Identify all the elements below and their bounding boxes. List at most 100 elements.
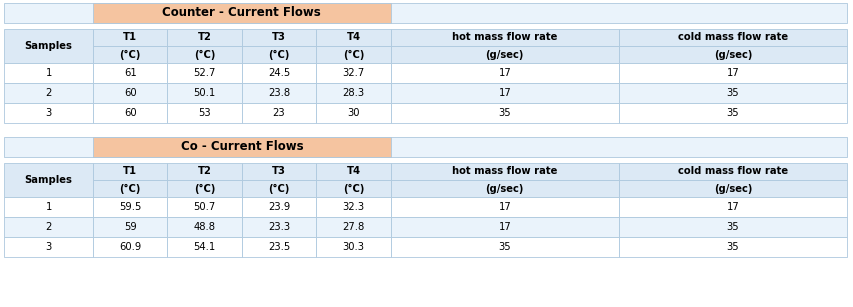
Bar [316, 103, 390, 123]
Text: Samples: Samples [25, 175, 73, 185]
Text: 2: 2 [45, 222, 52, 232]
Text: 54.1: 54.1 [194, 242, 216, 252]
Bar [167, 63, 241, 83]
Bar [4, 237, 93, 257]
Bar [93, 163, 167, 180]
Text: 59.5: 59.5 [119, 202, 142, 212]
Bar [4, 217, 93, 237]
Bar [316, 217, 390, 237]
Text: 35: 35 [498, 108, 510, 118]
Bar [316, 163, 390, 180]
Text: 35: 35 [726, 222, 739, 232]
Text: (g/sec): (g/sec) [713, 184, 751, 193]
Text: Co - Current Flows: Co - Current Flows [180, 141, 303, 154]
Text: (°C): (°C) [342, 49, 363, 60]
Bar [93, 46, 167, 63]
Text: hot mass flow rate: hot mass flow rate [451, 33, 557, 42]
Text: 32.3: 32.3 [342, 202, 364, 212]
Bar [390, 103, 618, 123]
Text: 35: 35 [726, 88, 739, 98]
Bar [167, 197, 241, 217]
Bar [241, 63, 316, 83]
Bar [618, 83, 846, 103]
Bar [618, 217, 846, 237]
Text: 59: 59 [124, 222, 136, 232]
Bar [316, 83, 390, 103]
Bar [4, 3, 846, 23]
Text: 60: 60 [124, 88, 136, 98]
Text: T4: T4 [346, 166, 360, 177]
Bar [167, 163, 241, 180]
Text: 61: 61 [124, 68, 136, 78]
Text: 60: 60 [124, 108, 136, 118]
Bar [93, 197, 167, 217]
Bar [93, 103, 167, 123]
Bar [316, 29, 390, 46]
Bar [390, 180, 618, 197]
Bar [618, 46, 846, 63]
Bar [167, 46, 241, 63]
Bar [390, 46, 618, 63]
Text: Counter - Current Flows: Counter - Current Flows [162, 6, 321, 20]
Bar [4, 83, 93, 103]
Text: 28.3: 28.3 [342, 88, 364, 98]
Text: 17: 17 [726, 202, 739, 212]
Bar [618, 237, 846, 257]
Bar [241, 217, 316, 237]
Bar [93, 180, 167, 197]
Bar [167, 103, 241, 123]
Bar [93, 217, 167, 237]
Bar [93, 83, 167, 103]
Text: 17: 17 [498, 68, 511, 78]
Bar [618, 163, 846, 180]
Bar [241, 237, 316, 257]
Text: (°C): (°C) [342, 184, 363, 193]
Bar [390, 83, 618, 103]
Bar [316, 197, 390, 217]
Bar [316, 237, 390, 257]
Bar [241, 103, 316, 123]
Text: hot mass flow rate: hot mass flow rate [451, 166, 557, 177]
Text: 23: 23 [272, 108, 285, 118]
Text: 27.8: 27.8 [342, 222, 364, 232]
Bar [4, 103, 93, 123]
Text: 30: 30 [347, 108, 359, 118]
Bar [618, 180, 846, 197]
Bar [241, 180, 316, 197]
Text: (g/sec): (g/sec) [485, 49, 524, 60]
Text: T2: T2 [198, 33, 212, 42]
Text: 23.3: 23.3 [268, 222, 290, 232]
Text: Samples: Samples [25, 41, 73, 51]
Text: 53: 53 [198, 108, 211, 118]
Text: 32.7: 32.7 [342, 68, 364, 78]
Text: 60.9: 60.9 [119, 242, 142, 252]
Text: 1: 1 [45, 68, 52, 78]
Bar [390, 29, 618, 46]
Text: (°C): (°C) [119, 49, 141, 60]
Bar [93, 137, 390, 157]
Text: 24.5: 24.5 [268, 68, 290, 78]
Bar [390, 197, 618, 217]
Text: 50.1: 50.1 [194, 88, 216, 98]
Text: T1: T1 [123, 33, 137, 42]
Text: 17: 17 [498, 202, 511, 212]
Text: (°C): (°C) [194, 184, 215, 193]
Bar [390, 217, 618, 237]
Text: 17: 17 [498, 88, 511, 98]
Text: 48.8: 48.8 [194, 222, 216, 232]
Bar [316, 180, 390, 197]
Bar [4, 29, 93, 63]
Bar [241, 163, 316, 180]
Bar [167, 217, 241, 237]
Text: 35: 35 [726, 242, 739, 252]
Bar [93, 29, 167, 46]
Bar [241, 29, 316, 46]
Bar [167, 83, 241, 103]
Text: 17: 17 [726, 68, 739, 78]
Text: 17: 17 [498, 222, 511, 232]
Text: T3: T3 [272, 33, 286, 42]
Bar [316, 46, 390, 63]
Text: (g/sec): (g/sec) [485, 184, 524, 193]
Text: T3: T3 [272, 166, 286, 177]
Bar [4, 137, 846, 157]
